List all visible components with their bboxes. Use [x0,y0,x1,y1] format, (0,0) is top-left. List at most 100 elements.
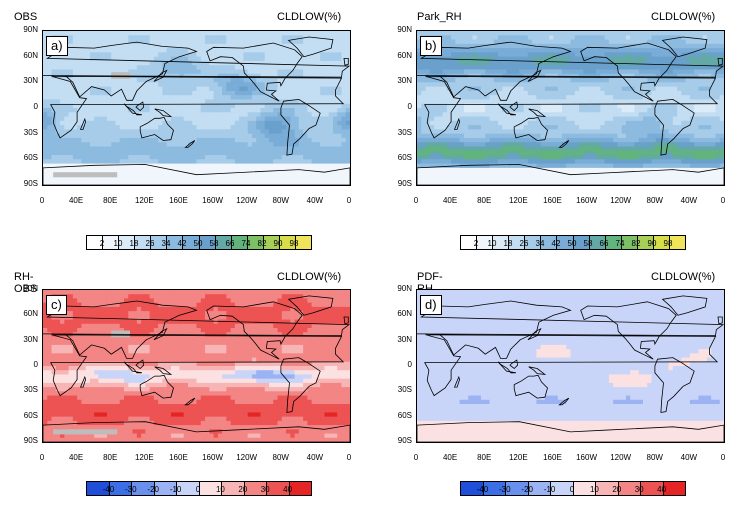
heat-cell [188,164,193,169]
heat-cell [507,134,512,139]
heat-cell [278,65,283,70]
heat-cell [179,40,184,45]
heat-cell [341,129,346,134]
heat-cell [278,121,283,126]
heat-cell [47,91,52,96]
heat-cell [613,121,618,126]
heat-cell [711,151,716,156]
heat-cell [536,57,541,62]
heat-cell [677,117,682,122]
heat-cell [647,104,652,109]
heat-cell [69,159,74,164]
heat-cell [107,151,112,156]
heat-cell [434,95,439,100]
heat-cell [613,99,618,104]
heat-cell [43,99,48,104]
heat-cell [630,138,635,143]
heat-cell [133,78,138,83]
heat-cell [81,151,86,156]
heat-cell [205,99,210,104]
heat-cell [133,176,138,181]
heat-cell [694,87,699,92]
heat-cell [239,87,244,92]
heat-cell [273,108,278,113]
heat-cell [137,172,142,177]
heat-cell [502,35,507,40]
heat-cell [324,125,329,130]
heat-cell [154,151,159,156]
heat-cell [150,95,155,100]
heat-cell [588,87,593,92]
heat-cell [460,134,465,139]
heat-cell [307,142,312,147]
heat-cell [694,44,699,49]
heat-cell [575,129,580,134]
heat-cell [341,117,346,122]
heat-cell [443,99,448,104]
heat-cell [290,108,295,113]
heat-cell [218,40,223,45]
heat-cell [443,44,448,49]
heat-cell [307,147,312,152]
heat-cell [443,134,448,139]
heat-cell [481,61,486,66]
heat-cell [472,82,477,87]
heat-cell [596,147,601,152]
heat-cell [451,82,456,87]
heat-cell [248,65,253,70]
heat-cell [243,155,248,160]
heat-cell [464,95,469,100]
heat-cell [167,117,172,122]
heat-cell [273,31,278,36]
heat-cell [145,108,150,113]
heat-cell [502,168,507,173]
heat-cell [715,142,720,147]
heat-cell [171,172,176,177]
heat-cell [312,181,317,185]
heat-cell [137,70,142,75]
heat-cell [421,95,426,100]
heat-cell [669,31,674,36]
heat-cell [86,134,91,139]
heat-cell [498,91,503,96]
heat-cell [265,57,270,62]
heat-cell [673,40,678,45]
heat-cell [111,61,116,66]
heat-cell [133,65,138,70]
heat-cell [307,172,312,177]
heat-cell [197,95,202,100]
heat-cell [137,35,142,40]
heat-cell [715,164,720,169]
heat-cell [86,155,91,160]
heat-cell [489,52,494,57]
heat-cell [209,176,214,181]
heat-cell [111,134,116,139]
heat-cell [690,104,695,109]
heat-cell [98,142,103,147]
heat-cell [468,65,473,70]
heat-cell [455,95,460,100]
heat-cell [120,147,125,152]
heat-cell [707,104,712,109]
heat-cell [120,82,125,87]
heat-cell [571,87,576,92]
heat-cell [341,112,346,117]
heat-cell [188,117,193,122]
heat-cell [133,99,138,104]
heat-cell [417,151,422,156]
heat-cell [647,121,652,126]
heat-cell [472,147,477,152]
heat-cell [647,52,652,57]
heat-cell [571,48,576,53]
heat-cell [324,155,329,160]
heat-cell [434,138,439,143]
heat-cell [43,129,48,134]
heat-cell [553,78,558,83]
heat-cell [171,117,176,122]
heat-cell [239,155,244,160]
heat-cell [562,70,567,75]
heat-cell [715,48,720,53]
heat-cell [235,125,240,130]
heat-cell [94,108,99,113]
heat-cell [468,112,473,117]
